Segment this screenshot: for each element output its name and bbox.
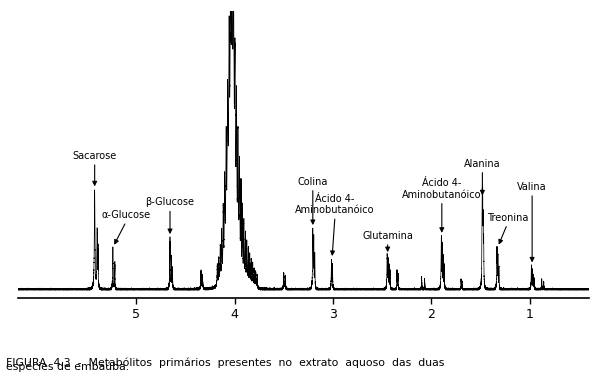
- Text: Colina: Colina: [298, 177, 328, 187]
- Text: Treonina: Treonina: [487, 213, 528, 223]
- Text: Alanina: Alanina: [464, 158, 501, 169]
- Text: Valina: Valina: [517, 182, 547, 192]
- Text: Ácido 4-
Aminobutanóico: Ácido 4- Aminobutanóico: [402, 178, 481, 199]
- Text: Sacarose: Sacarose: [73, 151, 117, 161]
- Text: FIGURA  4.3  -  Metabólitos  primários  presentes  no  extrato  aquoso  das  dua: FIGURA 4.3 - Metabólitos primários prese…: [6, 358, 444, 368]
- Text: Glutamina: Glutamina: [362, 231, 413, 241]
- Text: Ácido 4-
Aminobutanóico: Ácido 4- Aminobutanóico: [295, 194, 375, 215]
- Text: α-Glucose: α-Glucose: [102, 210, 151, 220]
- Text: espécies de embaúba.: espécies de embaúba.: [6, 362, 129, 372]
- Text: β-Glucose: β-Glucose: [146, 197, 195, 207]
